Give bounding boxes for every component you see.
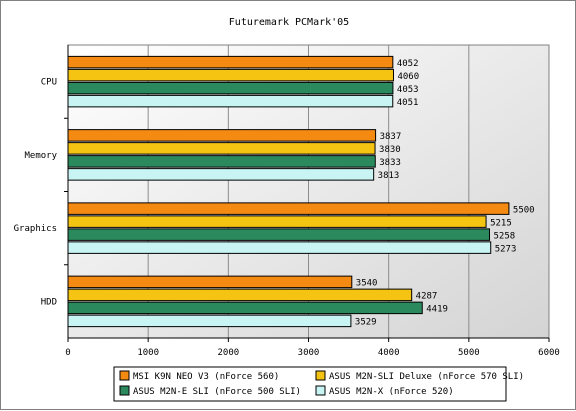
legend-swatch bbox=[119, 370, 130, 381]
bar bbox=[67, 168, 375, 181]
x-tick-label: 3000 bbox=[298, 348, 320, 358]
legend: MSI K9N NEO V3 (nForce 560) ASUS M2N-SLI … bbox=[113, 366, 524, 402]
value-label: 5215 bbox=[490, 218, 512, 228]
bar bbox=[67, 314, 352, 328]
bar bbox=[67, 215, 487, 228]
value-label: 3529 bbox=[355, 318, 377, 328]
bar bbox=[67, 241, 492, 254]
category-label: Memory bbox=[24, 151, 57, 161]
x-tick-label: 4000 bbox=[378, 348, 400, 358]
value-label: 4052 bbox=[397, 59, 419, 69]
bar bbox=[67, 275, 353, 289]
x-tick-label: 0 bbox=[65, 348, 70, 358]
value-label: 4419 bbox=[426, 305, 448, 315]
chart-title: Futuremark PCMark'05 bbox=[229, 17, 349, 28]
value-label: 3833 bbox=[379, 158, 401, 168]
category-label: HDD bbox=[41, 297, 57, 307]
value-label: 4053 bbox=[397, 85, 419, 95]
legend-swatch bbox=[315, 370, 326, 381]
value-label: 5258 bbox=[494, 231, 516, 241]
category-label: Graphics bbox=[14, 224, 57, 234]
legend-label: ASUS M2N-SLI Deluxe (nForce 570 SLI) bbox=[329, 372, 524, 382]
value-label: 5273 bbox=[495, 244, 517, 254]
bar bbox=[67, 142, 376, 155]
bar bbox=[67, 202, 510, 215]
value-label: 4051 bbox=[397, 98, 419, 108]
value-label: 4060 bbox=[397, 72, 419, 82]
legend-swatch bbox=[119, 385, 130, 396]
bar bbox=[67, 129, 377, 142]
value-label: 4287 bbox=[416, 292, 438, 302]
x-tick-label: 1000 bbox=[137, 348, 159, 358]
axes: 0 1000 2000 3000 4000 5000 6000 CPU Memory Graphi… bbox=[14, 45, 560, 358]
bars: 4052 4060 4053 4051 3837 3830 3833 3813 55005215… bbox=[67, 55, 535, 328]
x-tick-label: 6000 bbox=[538, 348, 560, 358]
bar bbox=[67, 94, 394, 108]
bar bbox=[67, 55, 394, 69]
x-tick-label: 2000 bbox=[217, 348, 239, 358]
value-label: 3830 bbox=[379, 145, 401, 155]
bar bbox=[67, 228, 491, 241]
value-label: 3813 bbox=[378, 171, 400, 181]
legend-label: ASUS M2N-X (nForce 520) bbox=[329, 387, 454, 397]
legend-box bbox=[113, 366, 507, 402]
legend-label: MSI K9N NEO V3 (nForce 560) bbox=[133, 372, 279, 382]
bar bbox=[67, 68, 394, 82]
bar bbox=[67, 155, 376, 168]
bar bbox=[67, 81, 394, 95]
value-label: 3837 bbox=[380, 132, 402, 142]
legend-label: ASUS M2N-E SLI (nForce 500 SLI) bbox=[133, 387, 301, 397]
bar bbox=[67, 301, 423, 315]
legend-swatch bbox=[315, 385, 326, 396]
value-label: 5500 bbox=[513, 205, 535, 215]
value-label: 3540 bbox=[356, 279, 378, 289]
bar bbox=[67, 288, 413, 302]
x-tick-label: 5000 bbox=[458, 348, 480, 358]
category-label: CPU bbox=[41, 78, 57, 88]
